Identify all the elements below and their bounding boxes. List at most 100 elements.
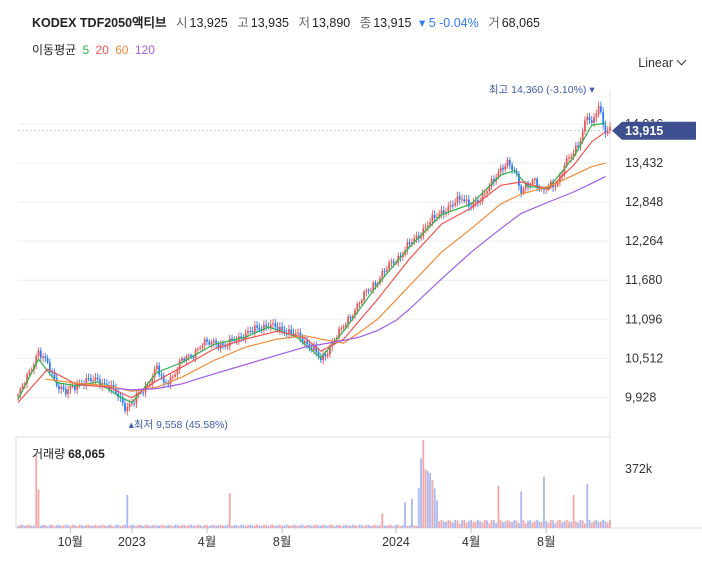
volume-bar bbox=[67, 525, 69, 528]
candle-body bbox=[240, 336, 243, 339]
volume-bar bbox=[335, 524, 338, 528]
candle-body bbox=[581, 131, 584, 142]
volume-bar bbox=[21, 524, 24, 528]
candle-body bbox=[354, 310, 356, 317]
volume-bar bbox=[46, 526, 49, 528]
volume-bar bbox=[426, 471, 429, 528]
candle-body bbox=[92, 380, 95, 382]
candle-body bbox=[451, 205, 454, 207]
scale-dropdown[interactable]: Linear bbox=[638, 55, 687, 70]
candle-body bbox=[490, 179, 493, 187]
candle-body bbox=[169, 376, 172, 385]
volume-bar bbox=[155, 525, 158, 528]
volume-bar bbox=[212, 524, 215, 528]
volume-bar bbox=[399, 525, 402, 528]
ma-legend-60[interactable]: 60 bbox=[115, 43, 129, 57]
ma-line-20 bbox=[17, 131, 606, 403]
volume-bar bbox=[354, 525, 356, 528]
volume-bar bbox=[310, 525, 313, 528]
ma-legend-label: 이동평균 bbox=[32, 43, 77, 57]
volume-bar bbox=[515, 520, 518, 528]
low-annotation: ▴최저 9,558 (45.58%) bbox=[129, 419, 228, 431]
close-label: 종 bbox=[359, 16, 372, 30]
candle-body bbox=[126, 406, 129, 412]
volume-bar bbox=[231, 525, 233, 528]
volume-bar bbox=[540, 521, 543, 528]
candle-body bbox=[192, 356, 195, 358]
candle-body bbox=[37, 350, 40, 357]
candle-body bbox=[121, 397, 124, 404]
candle-body bbox=[303, 340, 306, 344]
candle-body bbox=[249, 331, 252, 333]
volume-bar bbox=[290, 525, 293, 528]
volume-bar bbox=[263, 524, 265, 528]
volume-bar bbox=[149, 525, 151, 528]
ma-legend-120[interactable]: 120 bbox=[134, 43, 155, 57]
volume-bar bbox=[37, 489, 40, 528]
time-axis-label: 8월 bbox=[537, 535, 555, 549]
volume-bar bbox=[169, 525, 172, 528]
volume-bar bbox=[210, 525, 213, 528]
candle-body bbox=[413, 238, 416, 243]
volume-bar bbox=[48, 524, 51, 528]
volume-bar bbox=[383, 525, 386, 528]
candle-body bbox=[447, 206, 450, 213]
volume-bar bbox=[420, 458, 422, 528]
candle-body bbox=[554, 185, 557, 188]
time-axis-label: 4월 bbox=[198, 535, 216, 549]
candle-body bbox=[317, 351, 320, 357]
volume-bar bbox=[94, 524, 97, 528]
candle-body bbox=[53, 372, 56, 379]
candle-body bbox=[415, 235, 418, 239]
volume-bar bbox=[574, 521, 577, 528]
candle-body bbox=[356, 303, 359, 311]
candle-body bbox=[486, 191, 488, 194]
time-axis-label: 2023 bbox=[118, 535, 146, 549]
volume-bar bbox=[358, 524, 361, 528]
volume-bar bbox=[481, 522, 484, 528]
volume-bar bbox=[572, 495, 575, 528]
volume-bar bbox=[42, 524, 44, 528]
volume-bar bbox=[51, 524, 54, 528]
candle-body bbox=[492, 179, 495, 182]
volume-bar bbox=[370, 525, 372, 528]
candle-body bbox=[536, 178, 539, 187]
candle-body bbox=[388, 262, 391, 269]
candle-body bbox=[171, 376, 174, 378]
volume-bar bbox=[520, 491, 523, 528]
volume-bar bbox=[313, 525, 315, 528]
candle-body bbox=[39, 350, 42, 358]
candle-body bbox=[365, 290, 368, 292]
volume-bar bbox=[381, 513, 384, 528]
volume-bar bbox=[142, 526, 145, 528]
candle-body bbox=[130, 403, 133, 405]
volume-bar bbox=[99, 525, 101, 528]
volume-bar bbox=[308, 524, 311, 528]
volume-bar bbox=[392, 526, 395, 528]
ma-legend-5[interactable]: 5 bbox=[82, 43, 90, 57]
volume-bar bbox=[429, 473, 432, 528]
volume-bar bbox=[504, 521, 507, 528]
volume-bar bbox=[529, 519, 532, 528]
current-price-value: 13,915 bbox=[625, 124, 663, 138]
candle-body bbox=[579, 141, 582, 147]
low-value: 13,890 bbox=[312, 16, 351, 30]
candle-body bbox=[508, 160, 511, 165]
candle-body bbox=[60, 386, 63, 390]
volume-bar bbox=[495, 522, 498, 528]
price-axis-label: 10,512 bbox=[625, 351, 663, 365]
candle-body bbox=[206, 339, 208, 342]
current-price-tag bbox=[612, 121, 696, 140]
candle-body bbox=[363, 291, 365, 301]
candle-body bbox=[406, 242, 409, 251]
candle-body bbox=[294, 333, 297, 335]
volume-bar bbox=[171, 526, 174, 528]
candle-body bbox=[593, 117, 595, 123]
volume-bar bbox=[265, 525, 268, 528]
volume-bar bbox=[303, 526, 306, 528]
ma-legend-20[interactable]: 20 bbox=[95, 43, 109, 57]
volume-bar bbox=[490, 520, 493, 528]
volume-bar bbox=[194, 525, 197, 528]
candle-body bbox=[429, 222, 432, 226]
